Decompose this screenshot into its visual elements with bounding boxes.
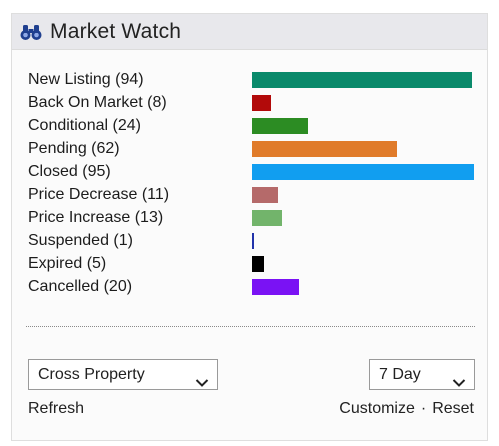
widget-actions: Customize · Reset bbox=[339, 400, 474, 418]
period-select[interactable]: 7 Day bbox=[369, 359, 475, 390]
chart-bar[interactable] bbox=[252, 118, 308, 134]
chart-row-label: Price Decrease (11) bbox=[28, 186, 170, 203]
chart-bar[interactable] bbox=[252, 233, 254, 249]
chart-row-label: Expired (5) bbox=[28, 255, 107, 272]
chart-row-label: Suspended (1) bbox=[28, 232, 133, 249]
customize-link[interactable]: Customize bbox=[339, 400, 415, 417]
property-type-select[interactable]: Cross Property bbox=[28, 359, 218, 390]
period-value: 7 Day bbox=[379, 366, 421, 383]
chart-bar[interactable] bbox=[252, 95, 271, 111]
widget-title: Market Watch bbox=[50, 19, 182, 43]
chart-row-label: Cancelled (20) bbox=[28, 278, 133, 295]
chevron-down-icon bbox=[452, 369, 466, 387]
chart-row[interactable]: Pending (62) bbox=[28, 137, 478, 160]
chart-bar[interactable] bbox=[252, 210, 282, 226]
chart-row-label: Closed (95) bbox=[28, 163, 111, 180]
chart-row[interactable]: Back On Market (8) bbox=[28, 91, 478, 114]
reset-link[interactable]: Reset bbox=[432, 400, 474, 417]
chart-bar[interactable] bbox=[252, 72, 472, 88]
chart-row-label: Conditional (24) bbox=[28, 117, 141, 134]
chart-row-label: Pending (62) bbox=[28, 140, 120, 157]
chart-row[interactable]: Expired (5) bbox=[28, 252, 478, 275]
chart-row[interactable]: Conditional (24) bbox=[28, 114, 478, 137]
separator: · bbox=[420, 400, 427, 417]
chart-row[interactable]: Closed (95) bbox=[28, 160, 478, 183]
chart-row[interactable]: New Listing (94) bbox=[28, 68, 478, 91]
chevron-down-icon bbox=[195, 369, 209, 387]
status-bar-chart: New Listing (94) Back On Market (8) Condit… bbox=[28, 68, 478, 298]
property-type-value: Cross Property bbox=[38, 366, 145, 383]
chart-row[interactable]: Price Decrease (11) bbox=[28, 183, 478, 206]
chart-bar[interactable] bbox=[252, 141, 397, 157]
binoculars-icon bbox=[20, 23, 42, 41]
chart-row[interactable]: Cancelled (20) bbox=[28, 275, 478, 298]
chart-bar[interactable] bbox=[252, 187, 278, 203]
chart-bar[interactable] bbox=[252, 256, 264, 272]
divider bbox=[26, 326, 475, 327]
chart-row-label: New Listing (94) bbox=[28, 71, 144, 88]
chart-row-label: Price Increase (13) bbox=[28, 209, 164, 226]
widget-header: Market Watch bbox=[12, 14, 487, 50]
chart-row[interactable]: Suspended (1) bbox=[28, 229, 478, 252]
chart-bar[interactable] bbox=[252, 164, 474, 180]
market-watch-widget: Market Watch New Listing (94) Back On Mar… bbox=[11, 13, 488, 441]
refresh-link[interactable]: Refresh bbox=[28, 400, 85, 417]
chart-row[interactable]: Price Increase (13) bbox=[28, 206, 478, 229]
chart-bar[interactable] bbox=[252, 279, 299, 295]
chart-row-label: Back On Market (8) bbox=[28, 94, 167, 111]
